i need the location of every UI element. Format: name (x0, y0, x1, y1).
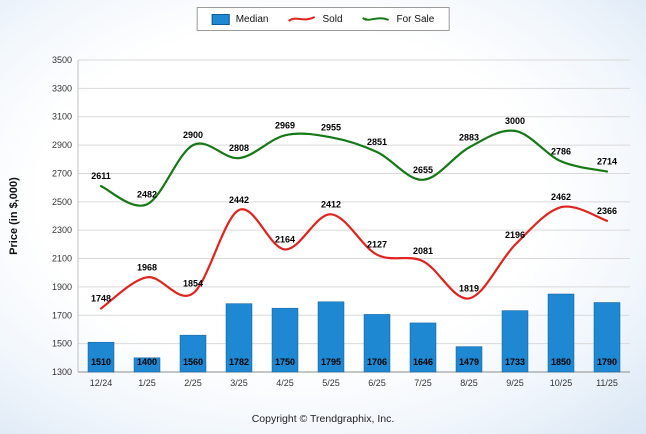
sold-line (99, 205, 609, 310)
line-value-label: 2442 (229, 195, 249, 205)
bar-value-label: 1400 (137, 357, 157, 367)
y-tick-label: 3300 (52, 83, 72, 93)
legend-label-forsale: For Sale (396, 13, 435, 25)
line-value-label: 2462 (551, 192, 571, 202)
x-tick-label: 6/25 (368, 378, 386, 388)
line-value-label: 2655 (413, 165, 433, 175)
line-value-label: 2808 (229, 143, 249, 153)
x-tick-label: 8/25 (460, 378, 478, 388)
line-value-label: 2883 (459, 133, 479, 143)
y-tick-label: 1700 (52, 310, 72, 320)
legend-item-median: Median (211, 13, 269, 25)
line-value-label: 2714 (597, 156, 617, 166)
bar-value-label: 1733 (505, 357, 525, 367)
x-tick-label: 11/25 (596, 378, 618, 388)
copyright-text: Copyright © Trendgraphix, Inc. (251, 413, 395, 425)
legend-label-median: Median (235, 13, 269, 25)
y-tick-label: 2900 (52, 140, 72, 150)
y-axis-title: Price (in $,000) (8, 177, 20, 255)
legend: Median Sold For Sale (196, 7, 450, 31)
sold-line-icon (287, 16, 315, 22)
median-bar (547, 293, 575, 373)
line-value-label: 2851 (367, 137, 387, 147)
line-value-label: 2164 (275, 234, 295, 244)
median-bar (271, 307, 299, 373)
bar-value-label: 1795 (321, 357, 341, 367)
y-tick-label: 2700 (52, 168, 72, 178)
line-value-label: 2955 (321, 122, 341, 132)
line-value-label: 2611 (91, 171, 111, 181)
line-value-label: 3000 (505, 116, 525, 126)
median-bar (133, 357, 161, 373)
median-bar (593, 302, 621, 373)
median-bar (179, 334, 207, 373)
median-bar (317, 301, 345, 373)
line-value-label: 2786 (551, 146, 571, 156)
y-tick-label: 1300 (52, 367, 72, 377)
y-tick-label: 3100 (52, 112, 72, 122)
line-value-label: 2127 (367, 240, 387, 250)
line-value-label: 2900 (183, 130, 203, 140)
bar-value-label: 1706 (367, 357, 387, 367)
median-bar (409, 322, 437, 373)
line-value-label: 1819 (459, 283, 479, 293)
x-tick-label: 12/24 (90, 378, 113, 388)
x-tick-label: 2/25 (184, 378, 202, 388)
line-value-label: 2366 (597, 206, 617, 216)
median-bar (455, 346, 483, 373)
y-tick-label: 1900 (52, 282, 72, 292)
forsale-line-icon (361, 17, 389, 21)
legend-item-forsale: For Sale (361, 13, 435, 25)
median-bar (87, 341, 115, 373)
median-bar (501, 310, 529, 373)
x-tick-label: 10/25 (550, 378, 573, 388)
x-tick-label: 1/25 (138, 378, 156, 388)
y-tick-label: 2100 (52, 254, 72, 264)
line-value-label: 2196 (505, 230, 525, 240)
median-swatch-icon (211, 13, 230, 25)
x-tick-label: 3/25 (230, 378, 248, 388)
line-value-label: 1854 (183, 278, 203, 288)
bar-value-label: 1479 (459, 357, 479, 367)
x-tick-label: 4/25 (276, 378, 294, 388)
median-bar (225, 303, 253, 373)
legend-label-sold: Sold (322, 13, 343, 25)
bar-value-label: 1560 (183, 357, 203, 367)
bar-value-label: 1750 (275, 357, 295, 367)
y-tick-label: 3500 (52, 55, 72, 65)
for-sale-line (99, 129, 609, 207)
median-bar (363, 314, 391, 373)
legend-item-sold: Sold (287, 13, 343, 25)
line-value-label: 2969 (275, 120, 295, 130)
bar-value-label: 1850 (551, 357, 571, 367)
bar-value-label: 1510 (91, 357, 111, 367)
x-tick-label: 5/25 (322, 378, 340, 388)
line-value-label: 1748 (91, 293, 111, 303)
line-value-label: 1968 (137, 262, 157, 272)
x-tick-label: 7/25 (414, 378, 432, 388)
bar-value-label: 1790 (597, 357, 617, 367)
y-tick-label: 2300 (52, 225, 72, 235)
y-tick-label: 2500 (52, 197, 72, 207)
y-tick-label: 1500 (52, 339, 72, 349)
line-value-label: 2412 (321, 199, 341, 209)
bar-value-label: 1646 (413, 357, 433, 367)
line-value-label: 2482 (137, 189, 157, 199)
x-tick-label: 9/25 (506, 378, 524, 388)
bar-value-label: 1782 (229, 357, 249, 367)
line-value-label: 2081 (413, 246, 433, 256)
